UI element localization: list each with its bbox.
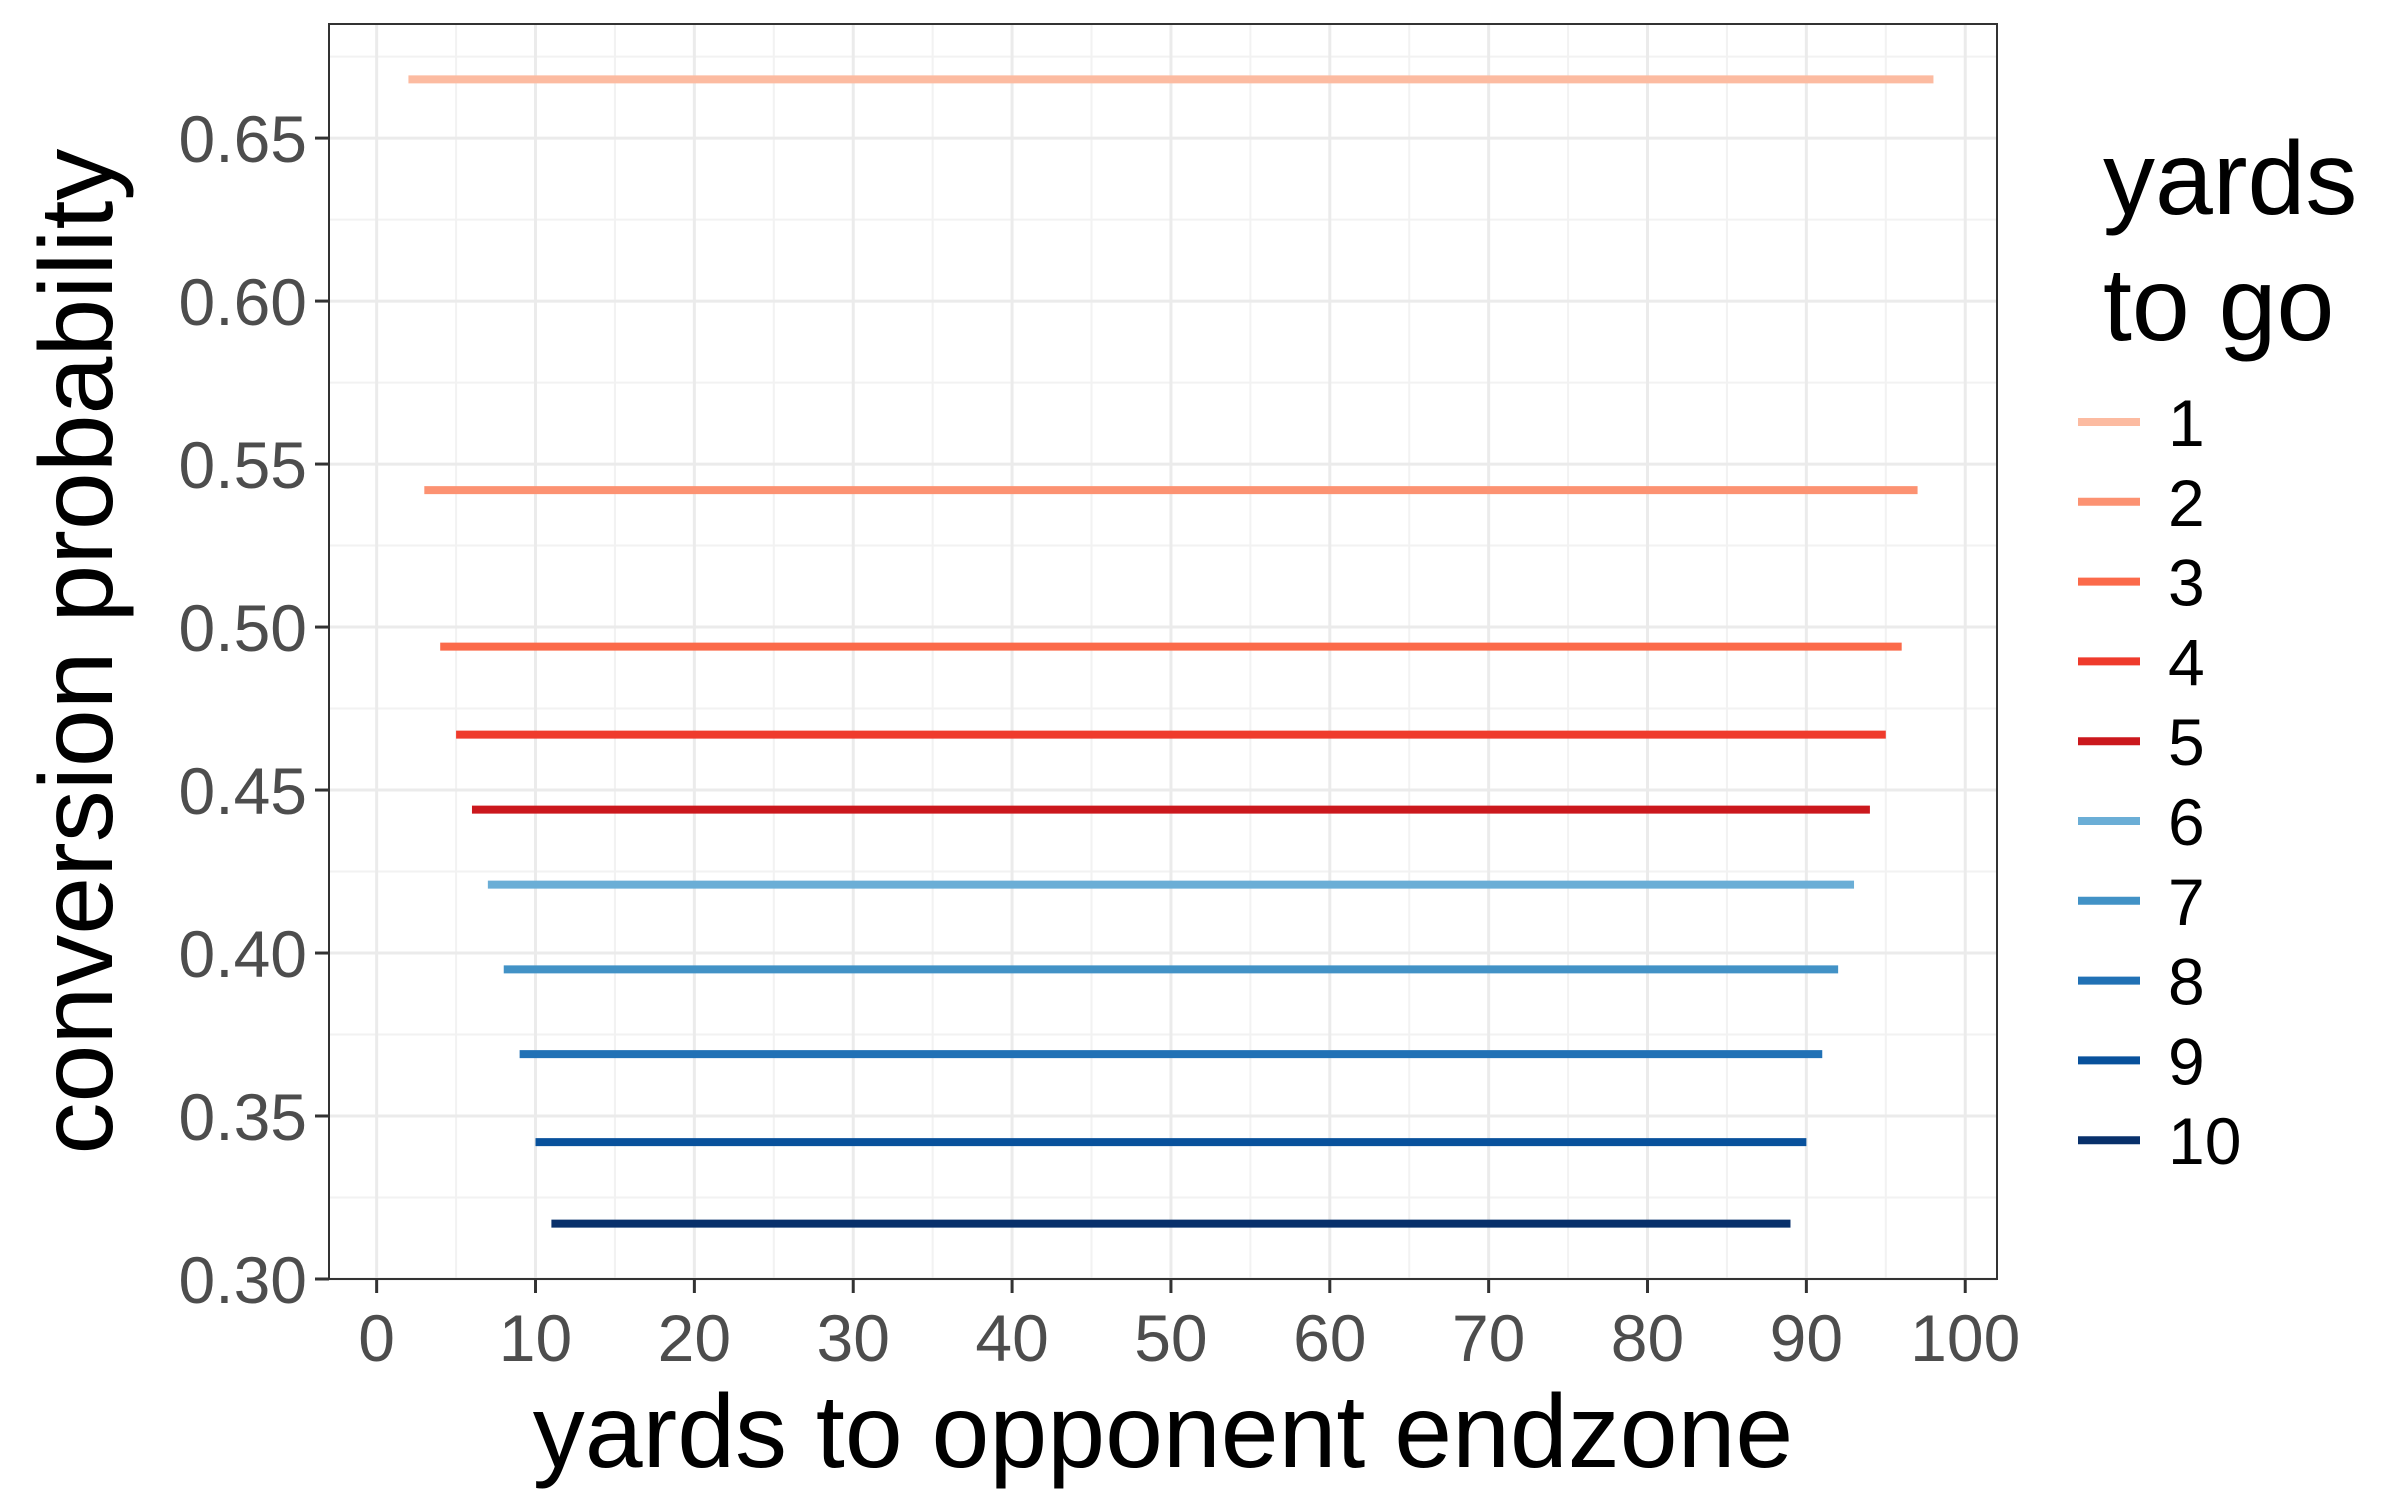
y-tick-label: 0.40 bbox=[179, 917, 307, 991]
x-tick-label: 60 bbox=[1293, 1301, 1366, 1375]
legend-label-6: 6 bbox=[2168, 785, 2205, 859]
y-tick-label: 0.45 bbox=[179, 754, 307, 828]
minor-gridlines bbox=[329, 24, 1997, 1279]
x-tick-label: 10 bbox=[499, 1301, 572, 1375]
x-tick-label: 70 bbox=[1452, 1301, 1525, 1375]
x-tick-label: 80 bbox=[1611, 1301, 1684, 1375]
legend-label-3: 3 bbox=[2168, 546, 2205, 620]
legend-label-7: 7 bbox=[2168, 865, 2205, 939]
legend-label-8: 8 bbox=[2168, 945, 2205, 1019]
axis-ticks bbox=[315, 136, 1967, 1293]
major-gridlines bbox=[329, 24, 1997, 1281]
legend-label-4: 4 bbox=[2168, 625, 2205, 699]
x-tick-label: 100 bbox=[1910, 1301, 2020, 1375]
tick-labels: 0 10 20 30 40 50 60 70 80 90 100 0.30 0.35 0.40 0.45 0.… bbox=[179, 102, 2021, 1375]
y-tick-label: 0.50 bbox=[179, 591, 307, 665]
panel-border bbox=[328, 23, 1998, 1280]
legend-label-10: 10 bbox=[2168, 1104, 2241, 1178]
series-lines bbox=[408, 75, 1934, 1228]
legend-title-line-1: yards bbox=[2103, 121, 2357, 237]
x-tick-label: 20 bbox=[658, 1301, 731, 1375]
y-tick-label: 0.65 bbox=[179, 102, 307, 176]
y-tick-label: 0.60 bbox=[179, 265, 307, 339]
legend-label-5: 5 bbox=[2168, 705, 2205, 779]
x-tick-label: 50 bbox=[1134, 1301, 1207, 1375]
x-tick-label: 0 bbox=[358, 1301, 395, 1375]
x-tick-label: 30 bbox=[817, 1301, 890, 1375]
x-tick-label: 40 bbox=[975, 1301, 1048, 1375]
legend-label-2: 2 bbox=[2168, 466, 2205, 540]
y-tick-label: 0.30 bbox=[179, 1243, 307, 1317]
y-axis-title: conversion probability bbox=[19, 149, 135, 1155]
legend-title-line-2: to go bbox=[2103, 247, 2334, 363]
y-tick-label: 0.55 bbox=[179, 428, 307, 502]
legend-label-1: 1 bbox=[2168, 386, 2205, 460]
x-axis-title: yards to opponent endzone bbox=[533, 1374, 1794, 1490]
x-tick-label: 90 bbox=[1770, 1301, 1843, 1375]
legend-label-9: 9 bbox=[2168, 1024, 2205, 1098]
y-tick-label: 0.35 bbox=[179, 1080, 307, 1154]
